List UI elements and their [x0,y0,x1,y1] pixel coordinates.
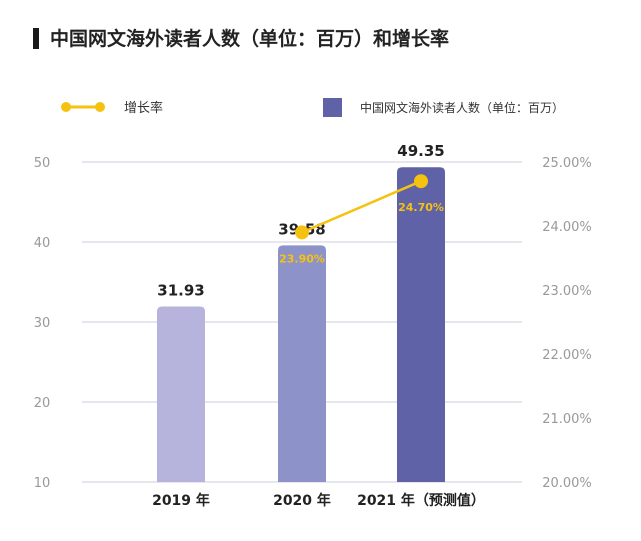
y-right-tick: 24.00% [542,220,592,235]
bar [397,167,445,482]
y-left-tick: 10 [34,476,51,491]
growth-rate-line [301,180,422,234]
y-left-tick: 50 [34,156,51,171]
legend-bar-label: 中国网文海外读者人数（单位：百万） [360,100,564,115]
y-right-tick: 23.00% [542,284,592,299]
legend-line-marker [95,102,105,112]
x-tick-label: 2019 年 [152,492,210,509]
x-tick-label: 2021 年（预测值） [357,492,485,509]
bar [157,306,205,482]
y-left-tick: 20 [34,396,51,411]
y-right-tick: 21.00% [542,412,592,427]
legend-bar-swatch [323,98,342,117]
chart-title: 中国网文海外读者人数（单位：百万）和增长率 [50,28,450,50]
legend-line-label: 增长率 [124,100,163,116]
y-left-tick: 30 [34,316,51,331]
growth-rate-point [414,174,428,189]
bar-value-label: 49.35 [397,142,444,160]
bar-value-label: 31.93 [157,282,204,300]
growth-rate-label: 24.70% [398,201,444,214]
y-right-tick: 20.00% [542,476,592,491]
y-right-tick: 22.00% [542,348,592,363]
growth-rate-label: 23.90% [279,252,325,265]
y-left-tick: 40 [34,236,51,251]
growth-rate-point [295,225,309,240]
title-marker [33,28,39,49]
x-tick-label: 2020 年 [273,492,331,509]
bar [278,245,326,482]
legend-line-marker [61,102,71,112]
y-right-tick: 25.00% [542,156,592,171]
